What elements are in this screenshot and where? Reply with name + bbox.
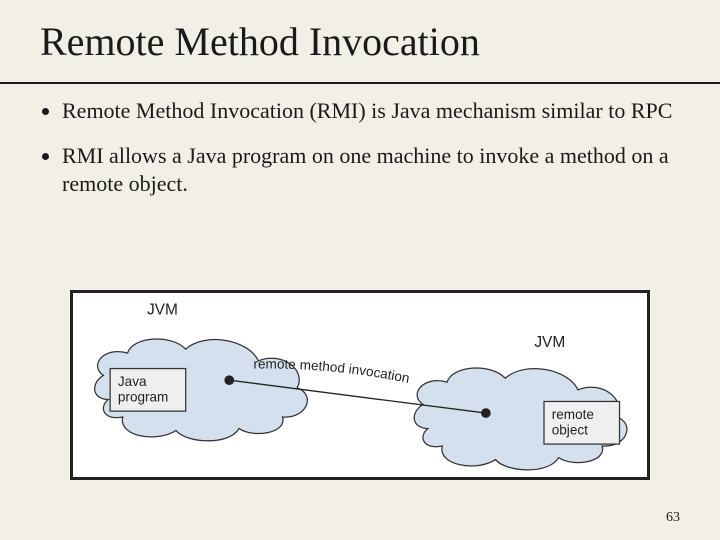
box-label: object <box>552 422 588 437</box>
box-label: Java <box>118 374 147 389</box>
rmi-diagram: JVM JVM Java program remote object <box>70 290 650 480</box>
page-number: 63 <box>666 510 680 526</box>
bullet-list: Remote Method Invocation (RMI) is Java m… <box>40 97 680 199</box>
slide-title: Remote Method Invocation <box>40 18 680 65</box>
title-underline <box>0 82 720 84</box>
jvm-label-left: JVM <box>147 301 178 318</box>
box-label: program <box>118 389 168 404</box>
box-label: remote <box>552 407 594 422</box>
jvm-label-right: JVM <box>534 334 565 351</box>
remote-object-box: remote object <box>544 401 620 444</box>
slide: Remote Method Invocation Remote Method I… <box>0 0 720 540</box>
endpoint-dot <box>224 375 234 385</box>
bullet-item: Remote Method Invocation (RMI) is Java m… <box>62 97 680 126</box>
java-program-box: Java program <box>110 369 186 412</box>
endpoint-dot <box>481 408 491 418</box>
rmi-diagram-svg: JVM JVM Java program remote object <box>73 293 647 477</box>
bullet-item: RMI allows a Java program on one machine… <box>62 142 680 199</box>
